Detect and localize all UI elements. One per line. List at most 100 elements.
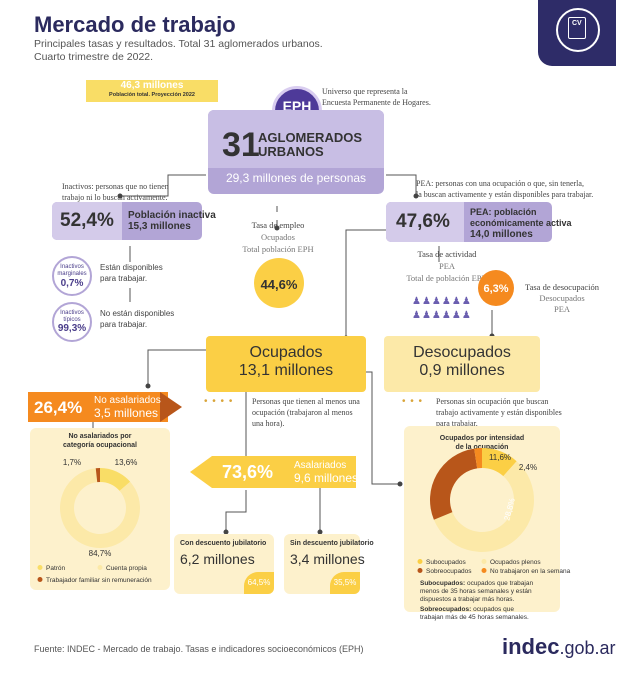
ocupados-label: Ocupados bbox=[249, 344, 323, 361]
population-value: 46,3 millones bbox=[120, 80, 184, 91]
cv-glyph: CV bbox=[572, 20, 582, 27]
eph-description-1: Universo que representa la bbox=[322, 87, 408, 96]
pea-pct: 47,6% bbox=[396, 211, 450, 232]
logo-domain: .gob.ar bbox=[559, 638, 616, 658]
no-asalariados-pct: 26,4% bbox=[34, 398, 83, 417]
asalariados-label-block: Asalariados 9,6 millones bbox=[294, 460, 358, 484]
aglomerados-label-1: AGLOMERADOS bbox=[258, 130, 362, 145]
legend-swatch bbox=[481, 568, 487, 573]
intensidad-title-2: de la ocupación bbox=[455, 444, 509, 451]
marginales-label: Inactivos marginales bbox=[52, 264, 92, 278]
no-asalariados-chart-title-1: No asalariados por bbox=[68, 433, 132, 440]
ocupados-definition: Personas que tienen al menos una ocupaci… bbox=[252, 396, 360, 429]
desocupados-definition: Personas sin ocupación que buscan trabaj… bbox=[436, 396, 562, 429]
subtitle-line-2: Cuarto trimestre de 2022. bbox=[34, 51, 154, 63]
desocupados-dots: • • • bbox=[402, 396, 424, 407]
aglomerados-label: AGLOMERADOS URBANOS bbox=[258, 131, 362, 159]
asalariados-pencil-tip bbox=[190, 456, 212, 488]
aglomerados-number: 31 bbox=[222, 126, 260, 164]
ocupados-def-1: Personas que tienen al menos una bbox=[252, 397, 360, 406]
donut-label: 84,7% bbox=[89, 549, 112, 558]
legend-swatch bbox=[37, 577, 43, 582]
marginales-pct: 0,7% bbox=[60, 278, 84, 289]
sobreocupados-def-1: ocupados que bbox=[473, 606, 514, 613]
subocupados-definition: Subocupados: ocupados que trabajan menos… bbox=[420, 580, 560, 604]
page-title: Mercado de trabajo bbox=[34, 12, 236, 37]
tasa-empleo-text: Tasa de empleo Ocupados Total población … bbox=[236, 219, 320, 255]
ocupados-def-2: ocupación (trabajaron al menos bbox=[252, 408, 353, 417]
tipicos-pct: 99,3% bbox=[57, 323, 87, 334]
legend-swatch bbox=[37, 565, 43, 570]
legend-label: Subocupados bbox=[426, 559, 467, 566]
tipicos-desc-2: para trabajar. bbox=[100, 320, 148, 329]
subocupados-def-2: menos de 35 horas semanales y están bbox=[420, 588, 532, 595]
indec-logo[interactable]: indec.gob.ar bbox=[502, 634, 616, 660]
aglomerados-box-top bbox=[208, 110, 384, 168]
inactivos-box-left bbox=[52, 202, 122, 240]
ocupados-value: 13,1 millones bbox=[238, 362, 334, 379]
inactivos-pct: 52,4% bbox=[60, 210, 114, 231]
no-asalariados-chart-title: No asalariados por categoría ocupacional bbox=[36, 432, 164, 450]
marginales-circle bbox=[52, 256, 92, 296]
pea-label: PEA: población económicamente activa 14,… bbox=[470, 207, 572, 240]
population-label: Población total. Proyección 2022 bbox=[109, 92, 195, 98]
eph-description: Universo que representa la Encuesta Perm… bbox=[322, 86, 431, 108]
ocupados-box bbox=[206, 336, 366, 392]
tasa-desocupacion-value: 6,3% bbox=[483, 283, 509, 295]
pea-people-icons: ♟♟♟♟♟♟ bbox=[412, 296, 472, 307]
legend-label: No trabajaron en la semana bbox=[490, 568, 571, 575]
tasa-empleo-title: Tasa de empleo bbox=[251, 220, 305, 230]
asalariados-pct: 73,6% bbox=[222, 462, 274, 482]
marginales-label-2: marginales bbox=[57, 271, 87, 277]
desocupados-value: 0,9 millones bbox=[419, 362, 505, 379]
tasa-actividad-den: Total de población EPH bbox=[406, 273, 488, 283]
source-footer: Fuente: INDEC - Mercado de trabajo. Tasa… bbox=[34, 644, 364, 654]
sobreocupados-title: Sobreocupados: bbox=[420, 606, 472, 613]
desocupados-label: Desocupados bbox=[413, 344, 511, 361]
con-descuento-label: Con descuento jubilatorio bbox=[180, 540, 267, 547]
tipicos-circle bbox=[52, 302, 92, 342]
eph-description-2: Encuesta Permanente de Hogares. bbox=[322, 98, 431, 107]
donut-slice-cuenta-propia bbox=[59, 468, 140, 548]
tasa-desocupacion-title: Tasa de desocupación bbox=[525, 282, 599, 292]
legend-label: Cuenta propia bbox=[106, 565, 147, 572]
legend-swatch bbox=[417, 568, 423, 573]
legend-label: Trabajador familiar sin remuneración bbox=[46, 577, 152, 584]
donut-label: 1,7% bbox=[63, 458, 81, 467]
inactivos-def-1: Inactivos: personas que no tienen bbox=[62, 182, 169, 191]
donut-slice-sobreocupados bbox=[430, 448, 478, 520]
tasa-desocupacion-num: Desocupados bbox=[539, 293, 585, 303]
cv-icon bbox=[556, 8, 600, 52]
sin-descuento-pct: 35,5% bbox=[333, 578, 357, 587]
no-asalariados-value: 3,5 millones bbox=[94, 406, 159, 420]
ocupados-dots: • • • • bbox=[204, 396, 234, 407]
donut-slice-patr-n bbox=[100, 468, 131, 491]
pea-box-left bbox=[386, 202, 464, 242]
tipicos-label: Inactivos típicos bbox=[52, 310, 92, 324]
tasa-actividad-text: Tasa de actividad PEA Total de población… bbox=[392, 248, 502, 284]
legend-label: Sobreocupados bbox=[426, 568, 472, 575]
tasa-desocupacion-circle bbox=[478, 270, 514, 306]
subtitle-line-1: Principales tasas y resultados. Total 31… bbox=[34, 38, 323, 50]
pea-definition: PEA: personas con una ocupación o que, s… bbox=[416, 178, 593, 200]
tipicos-desc: No están disponibles para trabajar. bbox=[100, 308, 174, 330]
page-subtitle: Principales tasas y resultados. Total 31… bbox=[34, 38, 323, 64]
marginales-desc: Están disponibles para trabajar. bbox=[100, 262, 163, 284]
tasa-desocupacion-text: Tasa de desocupación Desocupados PEA bbox=[520, 282, 604, 315]
no-asalariados-label: No asalariados bbox=[94, 395, 161, 406]
tipicos-label-1: Inactivos bbox=[60, 310, 84, 316]
ocupados-def-3: una hora). bbox=[252, 419, 285, 428]
subocupados-def-1: ocupados que trabajan bbox=[466, 580, 534, 587]
tasa-empleo-num: Ocupados bbox=[261, 232, 295, 242]
inactivos-label-2: 15,3 millones bbox=[128, 221, 191, 232]
donut-slice-trabajador-familiar-sin-remuneraci-n bbox=[95, 468, 100, 483]
desocupados-def-1: Personas sin ocupación que buscan bbox=[436, 397, 549, 406]
intensidad-title: Ocupados por intensidad de la ocupación bbox=[410, 434, 554, 452]
no-asalariados-pencil-tip bbox=[160, 392, 182, 422]
marginales-desc-1: Están disponibles bbox=[100, 263, 163, 272]
con-descuento-pct: 64,5% bbox=[247, 578, 271, 587]
con-descuento-value: 6,2 millones bbox=[180, 551, 255, 567]
pea-label-1: PEA: población bbox=[470, 207, 537, 217]
sin-descuento-tab bbox=[330, 572, 360, 594]
